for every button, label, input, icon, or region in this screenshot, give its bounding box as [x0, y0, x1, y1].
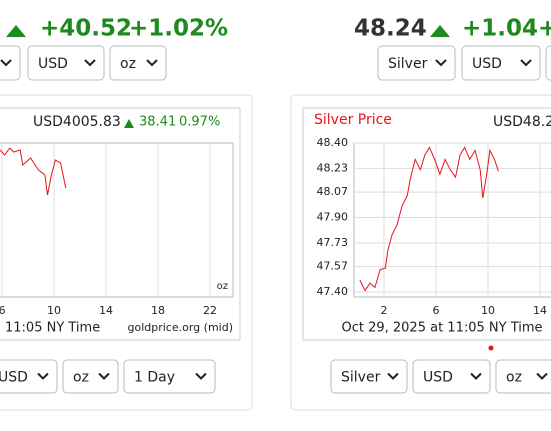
chevron [520, 59, 532, 67]
up-arrow [430, 25, 450, 37]
chevron [435, 59, 447, 67]
silver-price: USD48.2 [493, 114, 551, 130]
dropdown[interactable] [377, 45, 456, 81]
indicator-dot [488, 345, 494, 351]
source: goldprice.org (mid) [128, 321, 234, 334]
dropdown[interactable] [545, 45, 551, 81]
dropdown-label: oz [120, 56, 136, 72]
y-tick-label: 47.90 [317, 211, 349, 224]
dropdown-label: USD [423, 370, 453, 386]
dropdown-label: oz [73, 370, 89, 386]
gold-price: USD4005.83 [33, 114, 121, 130]
dropdown[interactable] [109, 45, 167, 81]
x-tick-label: 14 [533, 304, 547, 317]
change: +40.52 [40, 16, 132, 42]
x-tick-label: 6 [433, 304, 440, 317]
chevron [470, 372, 482, 380]
y-tick-label: 47.73 [317, 236, 349, 249]
dropdown-label: Silver [388, 56, 428, 72]
x-tick-label: 2 [381, 304, 388, 317]
change: +1.04 [462, 16, 538, 42]
y-tick-label: 48.40 [317, 136, 349, 149]
dropdown[interactable] [0, 359, 58, 394]
dropdown-label: USD [472, 56, 502, 72]
x-tick-label: 6 [0, 304, 6, 317]
dropdown[interactable] [330, 359, 408, 394]
chevron [146, 59, 158, 67]
x-tick-label: 10 [481, 304, 495, 317]
chevron [0, 59, 12, 67]
dropdown-label: USD [38, 56, 68, 72]
chevron [84, 59, 96, 67]
dropdown-label: USD [0, 370, 28, 386]
y-tick-label: 47.40 [317, 285, 349, 298]
price-line [0, 147, 67, 196]
gold-change: 38.41 [139, 115, 176, 130]
silver-title: Silver Price [314, 112, 392, 128]
dropdown[interactable] [0, 45, 21, 81]
dropdown[interactable] [123, 359, 216, 394]
chevron [387, 372, 399, 380]
dropdown[interactable] [27, 45, 105, 81]
unit: oz [217, 281, 228, 292]
plot-area [0, 142, 234, 298]
x-tick-label: 18 [151, 304, 165, 317]
price-line [359, 146, 499, 292]
dropdown-label: oz [506, 370, 522, 386]
chevron [98, 372, 110, 380]
y-tick-label: 48.07 [317, 185, 349, 198]
silver-chart-box [302, 107, 551, 341]
percent: +1.02% [129, 16, 228, 42]
time: Oct 29, 2025 at 11:05 NY Time [341, 321, 542, 336]
x-tick-label: 10 [47, 304, 61, 317]
y-tick-label: 48.23 [317, 161, 349, 174]
dropdown[interactable] [412, 359, 491, 394]
percent: + [538, 16, 551, 42]
chevron [536, 372, 548, 380]
dropdown-label: Silver [341, 370, 381, 386]
time: 11:05 NY Time [5, 321, 100, 336]
chevron [195, 372, 207, 380]
up-arrow [124, 119, 134, 128]
dropdown[interactable] [495, 359, 551, 394]
gold-chart-box [0, 107, 241, 341]
x-tick-label: 14 [99, 304, 113, 317]
dropdown-label: 1 Day [134, 370, 175, 386]
gold-percent: 0.97% [179, 115, 220, 130]
dropdown[interactable] [62, 359, 119, 394]
x-tick-label: 22 [203, 304, 217, 317]
up-arrow [6, 25, 26, 37]
price: 48.24 [354, 16, 427, 42]
chevron [37, 372, 49, 380]
y-tick-label: 47.57 [317, 260, 349, 273]
dropdown[interactable] [461, 45, 541, 81]
